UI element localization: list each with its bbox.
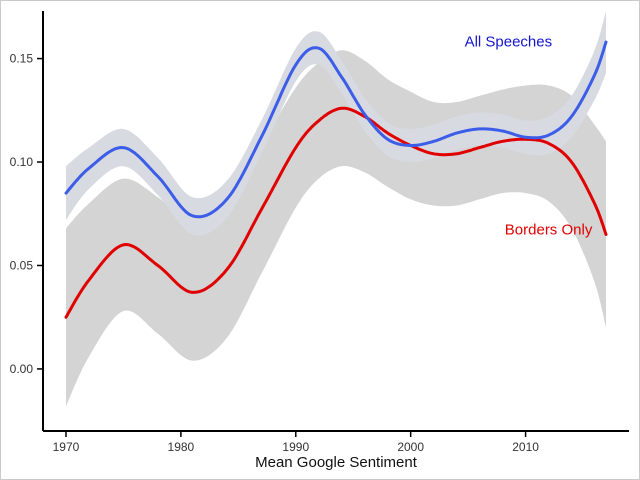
- y-tick-label: 0.10: [10, 155, 34, 169]
- borders-only-confidence-band: [66, 50, 606, 407]
- x-tick-label: 2000: [397, 440, 424, 454]
- all-speeches-confidence-band: [66, 11, 606, 236]
- y-tick-label: 0.15: [10, 52, 34, 66]
- x-axis-title: Mean Google Sentiment: [255, 454, 417, 471]
- borders-only-line: [64, 106, 608, 319]
- y-tick-label: 0.05: [10, 258, 34, 272]
- x-tick-label: 2010: [512, 440, 539, 454]
- x-tick-label: 1970: [53, 440, 80, 454]
- y-tick-label: 0.00: [10, 362, 34, 376]
- x-tick-label: 1990: [282, 440, 309, 454]
- all-speeches-line: [64, 40, 608, 219]
- x-tick-label: 1980: [168, 440, 195, 454]
